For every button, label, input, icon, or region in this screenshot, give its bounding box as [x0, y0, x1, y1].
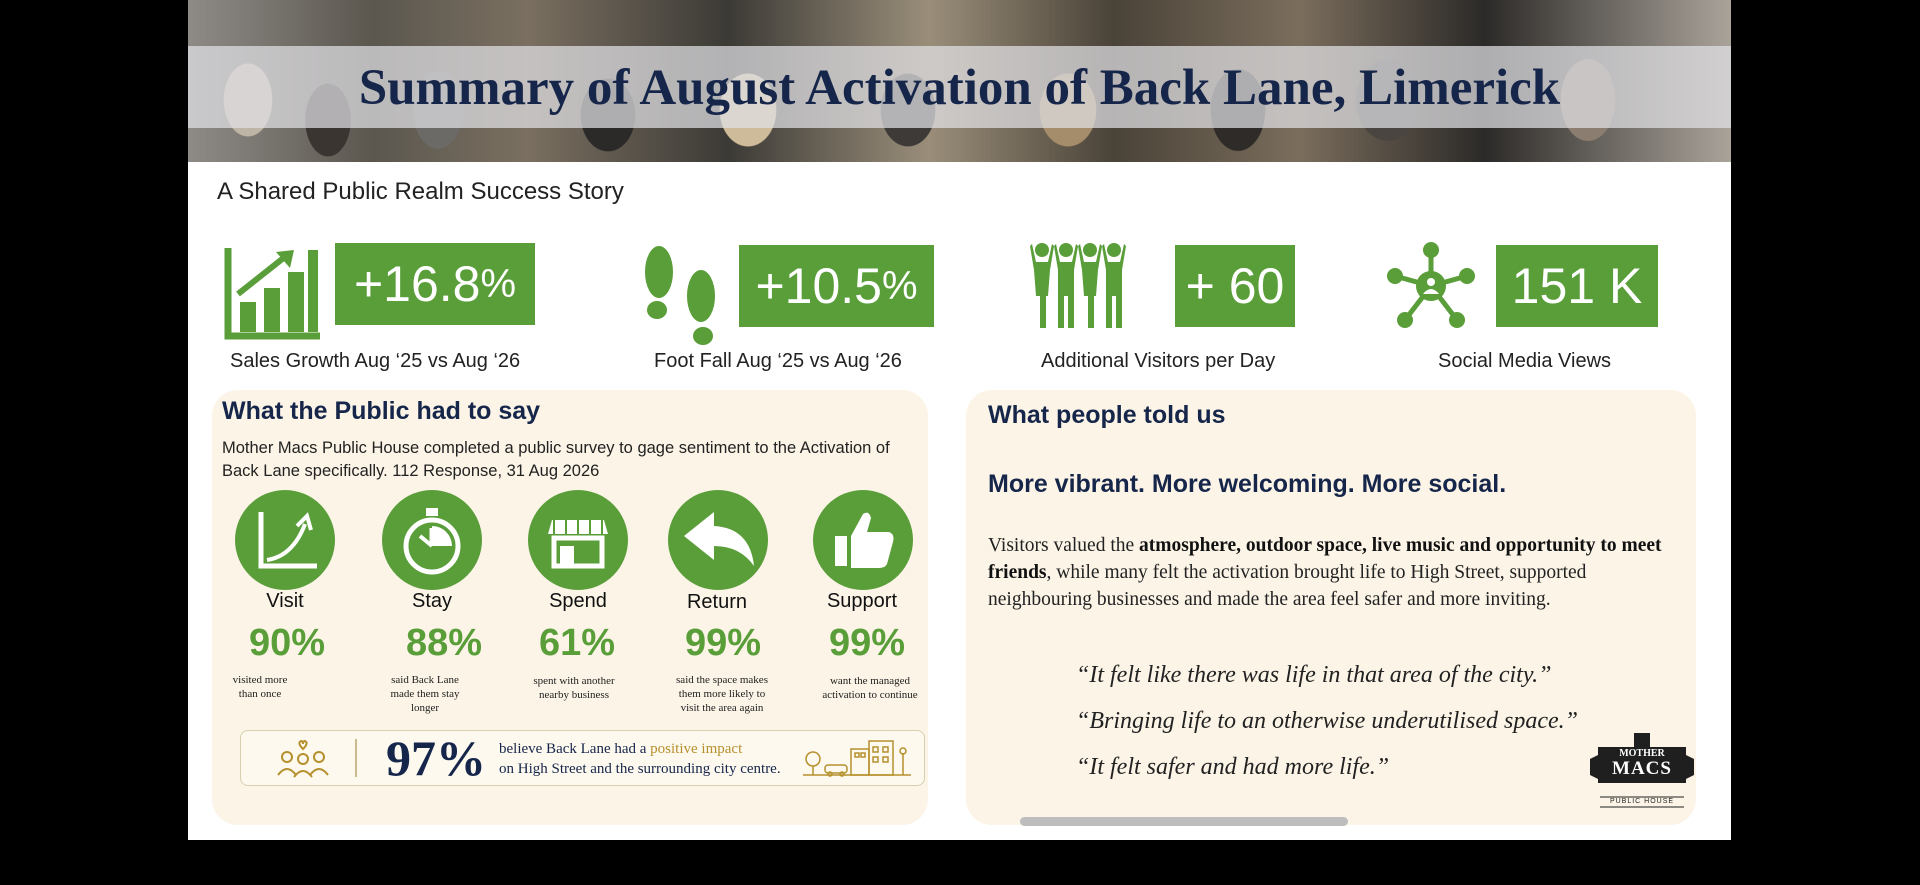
public-panel-heading: What the Public had to say — [222, 397, 541, 425]
infographic-page: Summary of August Activation of Back Lan… — [188, 0, 1731, 840]
community-icon — [277, 739, 329, 778]
return-circle — [668, 490, 768, 590]
logo-text-main: MACS — [1612, 758, 1672, 779]
stay-caption: said Back Lane made them stay longer — [390, 674, 460, 714]
visit-percent: 90% — [248, 622, 326, 664]
storefront-icon — [548, 520, 608, 569]
people-panel-body: Visitors valued the atmosphere, outdoor … — [988, 532, 1688, 613]
stat-sales-growth-unit: % — [480, 261, 517, 306]
people-group-icon — [1030, 243, 1126, 328]
spend-percent: 61% — [538, 622, 616, 664]
growth-chart-icon — [224, 248, 320, 340]
title-band — [188, 46, 1731, 128]
quote-2: “Bringing life to an otherwise underutil… — [1076, 708, 1578, 734]
stat-sales-growth-label: Sales Growth Aug ‘25 vs Aug ‘26 — [230, 350, 521, 372]
scroll-indicator[interactable] — [1020, 817, 1348, 826]
support-circle — [813, 490, 913, 590]
stat-visitors-box: + 60 — [1175, 245, 1295, 327]
public-survey-panel: What the Public had to say Mother Macs P… — [212, 390, 928, 825]
impact-line-2: on High Street and the surrounding city … — [499, 761, 781, 777]
impact-bar: 97% believe Back Lane had a positive imp… — [240, 730, 925, 786]
people-panel-heading: What people told us — [988, 401, 1226, 429]
stat-social-label: Social Media Views — [1438, 350, 1612, 372]
stat-social-box: 151 K — [1496, 245, 1658, 327]
impact-percent: 97% — [386, 730, 486, 786]
stat-social-value: 151 K — [1511, 258, 1643, 314]
logo-text-top: MOTHER — [1619, 748, 1665, 759]
header-banner: Summary of August Activation of Back Lan… — [188, 0, 1731, 162]
stat-sales-growth-value: +16.8 — [353, 256, 481, 312]
stat-footfall-box: +10.5% — [739, 245, 934, 327]
quote-1: “It felt like there was life in that are… — [1076, 662, 1552, 688]
body-text-bold: atmosphere, outdoor space, live music an… — [988, 535, 1662, 583]
impact-line-1: believe Back Lane had a positive impact — [499, 741, 742, 758]
impact-line-1-text: believe Back Lane had a — [499, 741, 651, 757]
survey-intro: Mother Macs Public House completed a pub… — [222, 439, 890, 480]
stay-percent: 88% — [405, 622, 483, 664]
stay-circle — [382, 490, 482, 590]
return-label: Return — [686, 591, 748, 613]
spend-circle — [528, 490, 628, 590]
page-title: Summary of August Activation of Back Lan… — [358, 60, 1561, 116]
stopwatch-icon — [403, 508, 461, 575]
visit-label: Visit — [266, 590, 304, 612]
quote-3: “It felt safer and had more life.” — [1076, 754, 1390, 780]
body-text-end: , while many felt the activation brought… — [988, 562, 1587, 610]
testimonials-panel: What people told us More vibrant. More w… — [966, 390, 1696, 825]
people-panel-tagline: More vibrant. More welcoming. More socia… — [988, 470, 1507, 498]
support-label: Support — [826, 590, 898, 612]
spend-caption: spent with another nearby business — [533, 675, 615, 701]
growth-curve-icon — [258, 512, 317, 569]
spend-label: Spend — [549, 590, 607, 612]
mother-macs-logo: MOTHER MACS PUBLIC HOUSE — [1590, 733, 1694, 813]
impact-divider — [355, 739, 357, 777]
return-caption: said the space makes them more likely to… — [676, 674, 768, 714]
support-percent: 99% — [828, 622, 906, 664]
visit-circle — [235, 490, 335, 590]
return-percent: 99% — [684, 622, 762, 664]
return-arrow-icon — [684, 512, 754, 566]
page-subtitle: A Shared Public Realm Success Story — [217, 178, 624, 205]
stat-footfall-unit: % — [881, 263, 918, 308]
logo-text-sub: PUBLIC HOUSE — [1609, 798, 1675, 805]
body-text-start: Visitors valued the — [988, 535, 1140, 556]
network-icon — [1387, 242, 1475, 328]
visit-caption: visited more than once — [232, 674, 288, 700]
stat-footfall-label: Foot Fall Aug ‘25 vs Aug ‘26 — [654, 350, 902, 372]
stay-label: Stay — [411, 590, 453, 612]
logo-emblem — [1590, 733, 1694, 808]
stat-visitors-label: Additional Visitors per Day — [1041, 350, 1276, 372]
impact-highlight: positive impact — [650, 741, 743, 757]
stat-sales-growth-box: +16.8% — [335, 243, 535, 325]
stat-visitors-value: + 60 — [1185, 258, 1285, 314]
stat-footfall-value: +10.5 — [755, 258, 882, 314]
support-caption: want the managed activation to continue — [822, 675, 918, 701]
thumbs-up-icon — [835, 512, 894, 568]
cityscape-icon — [803, 740, 911, 777]
footprints-icon — [645, 246, 715, 345]
